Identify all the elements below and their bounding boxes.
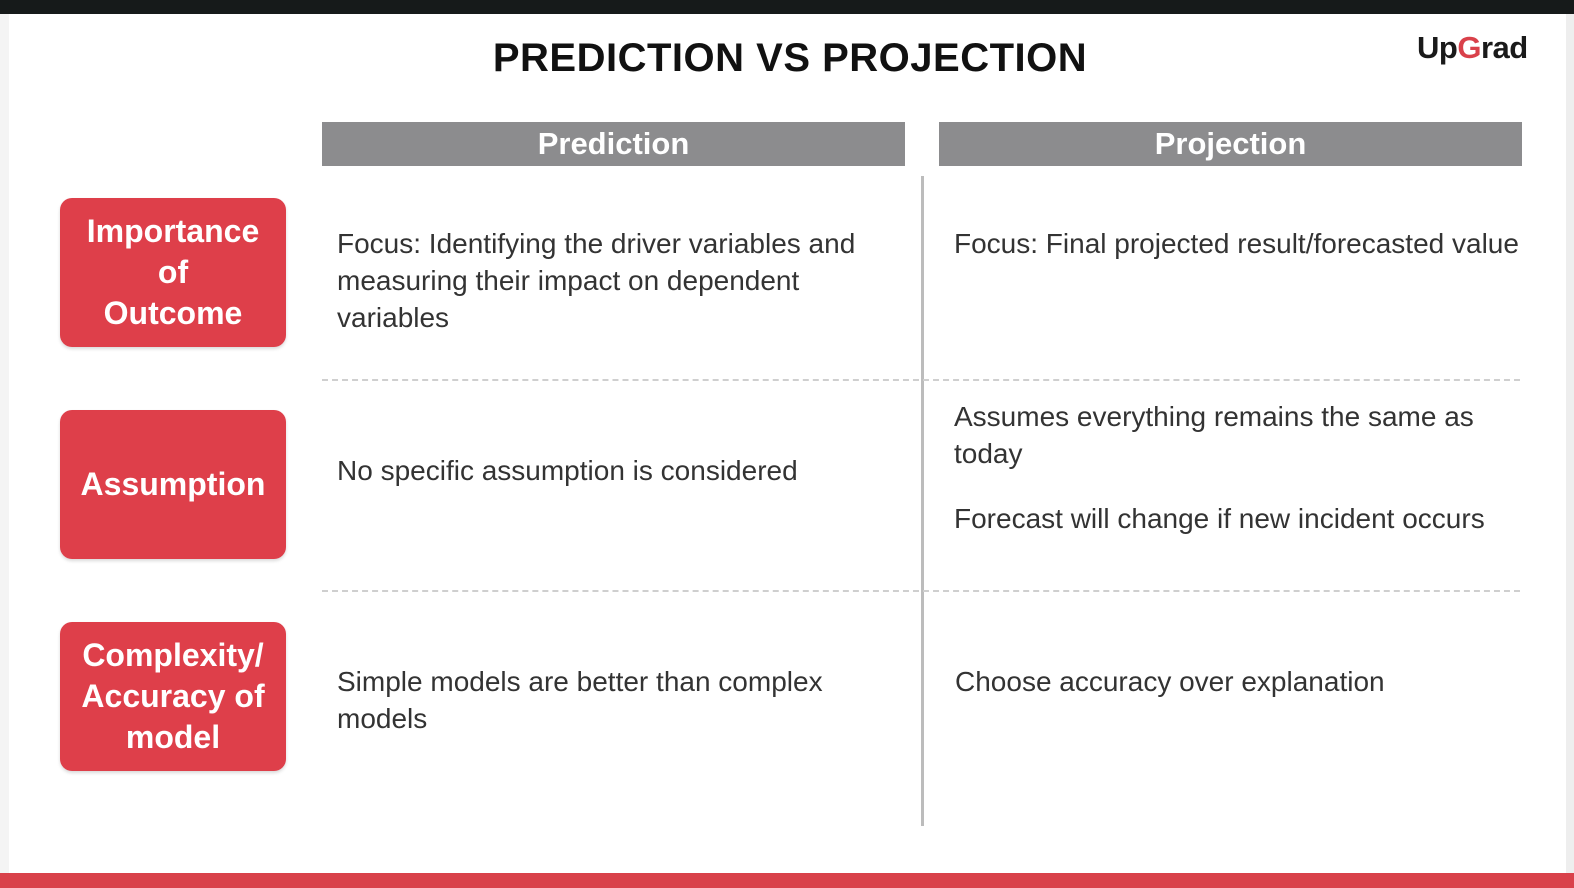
slide-title: PREDICTION VS PROJECTION <box>492 36 1088 80</box>
row-label-line: Outcome <box>103 295 243 331</box>
cell-prediction-importance: Focus: Identifying the driver variables … <box>337 225 917 336</box>
row-label-line: Complexity/ <box>82 637 264 673</box>
cell-projection-assumption: Assumes everything remains the same as t… <box>954 398 1514 537</box>
row-label-importance-of-outcome: Importance of Outcome <box>60 198 286 347</box>
row-divider <box>322 590 1520 592</box>
row-label-line: Importance <box>86 213 260 249</box>
cell-text: No specific assumption is considered <box>337 455 798 486</box>
row-divider <box>322 379 1520 381</box>
cell-prediction-assumption: No specific assumption is considered <box>337 452 917 489</box>
cell-projection-importance: Focus: Final projected result/forecasted… <box>954 225 1524 262</box>
cell-text: Focus: Identifying the driver variables … <box>337 228 856 333</box>
cell-text: Forecast will change if new incident occ… <box>954 503 1485 534</box>
bottom-accent-bar <box>0 873 1574 888</box>
header-prediction: Prediction <box>322 122 905 166</box>
upgrad-logo: UpGrad <box>1417 30 1528 66</box>
row-label-line: of <box>157 254 189 290</box>
header-projection: Projection <box>939 122 1522 166</box>
row-label-assumption: Assumption <box>60 410 286 559</box>
row-label-line: Accuracy of <box>81 678 265 714</box>
cell-prediction-complexity: Simple models are better than complex mo… <box>337 663 897 737</box>
cell-text: Simple models are better than complex mo… <box>337 666 823 734</box>
row-label-line: Assumption <box>80 466 266 502</box>
logo-prefix: Up <box>1417 30 1458 65</box>
row-label-complexity-accuracy: Complexity/ Accuracy of model <box>60 622 286 771</box>
logo-accent-letter: G <box>1457 30 1481 65</box>
cell-projection-complexity: Choose accuracy over explanation <box>955 663 1515 700</box>
row-label-line: model <box>125 719 221 755</box>
cell-text: Assumes everything remains the same as t… <box>954 401 1474 469</box>
top-bar <box>0 0 1574 14</box>
left-edge <box>0 14 9 874</box>
column-divider <box>921 176 924 826</box>
logo-suffix: rad <box>1480 30 1528 65</box>
cell-text: Choose accuracy over explanation <box>955 666 1385 697</box>
right-edge <box>1566 14 1574 874</box>
cell-text: Focus: Final projected result/forecasted… <box>954 228 1519 259</box>
